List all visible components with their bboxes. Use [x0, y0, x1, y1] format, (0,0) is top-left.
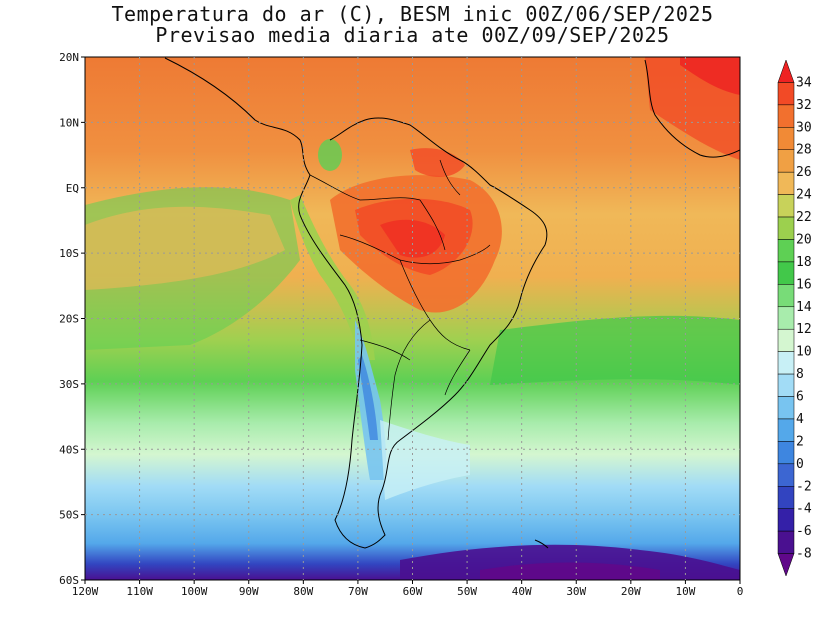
- colorbar-label: -4: [796, 502, 812, 517]
- lat-label: 10N: [59, 116, 79, 129]
- colorbar-label: 18: [796, 255, 812, 270]
- lon-label: 0: [737, 585, 744, 598]
- colorbar-label: 34: [796, 75, 812, 90]
- colorbar-label: -8: [796, 547, 812, 562]
- latitude-labels: 20N 10N EQ 10S 20S 30S 40S 50S 60S: [59, 51, 85, 587]
- colorbar-swatch: [777, 396, 795, 420]
- country-borders: [309, 159, 491, 441]
- lon-label: 80W: [293, 585, 313, 598]
- colorbar-label: 24: [796, 188, 812, 203]
- lat-label: 40S: [59, 443, 79, 456]
- colorbar-label: -6: [796, 524, 812, 539]
- lat-label: 10S: [59, 247, 79, 260]
- lat-label: 20N: [59, 51, 79, 64]
- colorbar-swatch: [777, 553, 795, 577]
- lon-label: 70W: [348, 585, 368, 598]
- colorbar-swatch: [777, 127, 795, 150]
- temperature-field: [85, 57, 740, 580]
- lon-label: 60W: [403, 585, 423, 598]
- lon-label: 50W: [457, 585, 477, 598]
- colorbar-label: 20: [796, 232, 812, 247]
- chart-title-line2: Previsao media diaria ate 00Z/09/SEP/202…: [155, 23, 670, 47]
- colorbar-swatch: [777, 351, 795, 375]
- colorbar-swatch: [777, 486, 795, 509]
- colorbar-swatch: [777, 239, 795, 263]
- colorbar-label: 10: [796, 345, 812, 360]
- colorbar-swatch: [777, 508, 795, 532]
- lat-label: 60S: [59, 574, 79, 587]
- colorbar-swatch: [777, 463, 795, 487]
- colorbar-swatch: [777, 194, 795, 218]
- lon-label: 10W: [675, 585, 695, 598]
- colorbar-label: 30: [796, 120, 812, 135]
- lat-label: 20S: [59, 313, 79, 326]
- colorbar-label: 6: [796, 390, 804, 405]
- colorbar-swatch: [777, 149, 795, 173]
- lat-label: 30S: [59, 378, 79, 391]
- lat-label: 50S: [59, 509, 79, 522]
- gridlines: [85, 57, 740, 580]
- colorbar-swatch: [777, 284, 795, 308]
- colorbar-swatch: [777, 104, 795, 128]
- chart-title-line1: Temperatura do ar (C), BESM inic 00Z/06/…: [111, 2, 714, 26]
- lon-label: 90W: [239, 585, 259, 598]
- colorbar-swatch: [777, 373, 795, 397]
- colorbar-label: 26: [796, 165, 812, 180]
- lon-label: 40W: [512, 585, 532, 598]
- coastline: [164, 57, 740, 549]
- colorbar-label: 2: [796, 434, 804, 449]
- lon-label: 110W: [126, 585, 153, 598]
- colorbar-swatch: [777, 441, 795, 465]
- colorbar-swatch: [777, 306, 795, 330]
- colorbar-label: -2: [796, 479, 812, 494]
- colorbar-swatch: [777, 418, 795, 442]
- colorbar-swatch: [777, 261, 795, 285]
- lon-label: 100W: [181, 585, 208, 598]
- colorbar-swatch: [777, 216, 795, 240]
- colorbar-label: 22: [796, 210, 812, 225]
- colorbar-label: 32: [796, 98, 812, 113]
- colorbar-label: 16: [796, 277, 812, 292]
- lon-label: 120W: [72, 585, 99, 598]
- colorbar-label: 28: [796, 143, 812, 158]
- colorbar-swatch: [777, 82, 795, 106]
- colorbar-label: 14: [796, 300, 812, 315]
- colorbar-label: 4: [796, 412, 804, 427]
- colorbar-swatch: [777, 171, 795, 195]
- colorbar-label: 12: [796, 322, 812, 337]
- lat-label: EQ: [66, 182, 79, 195]
- colorbar-swatch: [777, 59, 795, 83]
- colorbar-swatch: [777, 530, 795, 554]
- colorbar-label: 0: [796, 457, 804, 472]
- lon-label: 30W: [566, 585, 586, 598]
- lon-label: 20W: [621, 585, 641, 598]
- colorbar-label: 8: [796, 367, 804, 382]
- longitude-labels: 120W 110W 100W 90W 80W 70W 60W 50W 40W 30W 20W 10W 0: [72, 580, 744, 598]
- colorbar-swatch: [777, 328, 795, 352]
